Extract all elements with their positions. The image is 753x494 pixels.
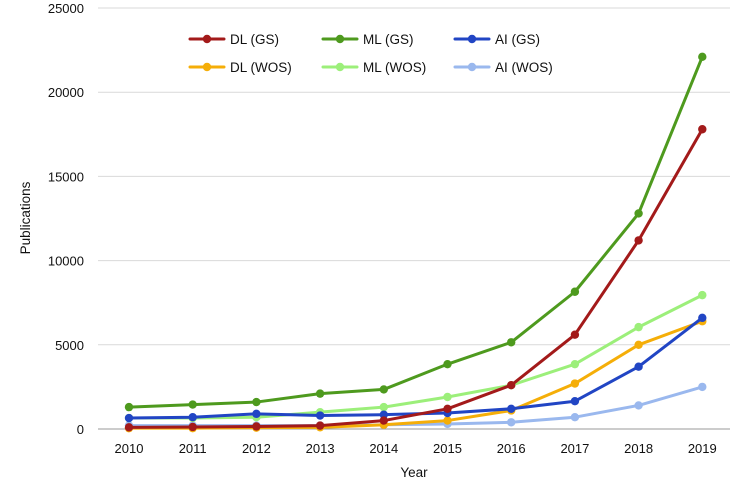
x-tick-label: 2017	[560, 441, 589, 456]
legend-item: AI (GS)	[453, 32, 540, 47]
legend-label: DL (GS)	[230, 32, 279, 47]
data-point	[698, 52, 707, 62]
data-point	[570, 287, 580, 296]
data-point	[634, 340, 643, 349]
x-tick-label: 2013	[306, 441, 335, 456]
x-tick-label: 2015	[433, 441, 462, 456]
x-tick-label: 2010	[115, 441, 144, 456]
series-line	[127, 55, 704, 409]
data-point	[124, 413, 134, 423]
data-point	[507, 404, 516, 413]
x-tick-label: 2012	[242, 441, 271, 456]
series-group	[124, 52, 707, 433]
legend-label: ML (WOS)	[363, 60, 426, 75]
data-point	[379, 410, 388, 419]
data-point	[507, 418, 516, 427]
data-point	[315, 389, 325, 398]
data-point	[124, 423, 134, 432]
data-point	[443, 359, 452, 369]
series-line	[127, 319, 704, 430]
y-tick-label: 5000	[55, 338, 84, 353]
data-point	[634, 322, 643, 332]
data-point	[443, 404, 452, 413]
x-tick-label: 2018	[624, 441, 653, 456]
data-point	[698, 313, 707, 323]
series-line	[127, 127, 704, 429]
x-axis-ticks: 2010 2011 2012 2013 2014 2015 2016 2017 2018 2019	[115, 441, 717, 456]
data-point	[634, 236, 643, 245]
series-dl-gs	[124, 125, 707, 432]
series-line	[127, 385, 704, 428]
x-tick-label: 2014	[369, 441, 398, 456]
gridlines	[98, 7, 730, 430]
y-tick-label: 15000	[48, 169, 84, 184]
data-point	[379, 416, 388, 425]
legend-swatch-marker	[335, 34, 345, 44]
legend-item: ML (GS)	[321, 32, 414, 47]
data-point	[188, 422, 197, 432]
legend-item: DL (WOS)	[188, 60, 292, 75]
data-point	[507, 338, 516, 347]
data-point	[252, 397, 261, 407]
data-point	[570, 359, 580, 369]
data-point	[379, 385, 388, 394]
x-axis-title: Year	[400, 465, 428, 480]
legend-label: AI (WOS)	[495, 60, 553, 75]
legend-swatch-marker	[467, 62, 477, 72]
y-tick-label: 25000	[48, 1, 84, 16]
data-point	[188, 413, 197, 422]
data-point	[698, 290, 707, 300]
legend-label: DL (WOS)	[230, 60, 292, 75]
legend-swatch-marker	[467, 34, 477, 44]
data-point	[315, 411, 325, 420]
data-point	[634, 401, 643, 410]
data-point	[188, 400, 197, 409]
data-point	[252, 422, 261, 431]
x-tick-label: 2016	[497, 441, 526, 456]
data-point	[634, 209, 643, 218]
data-point	[570, 379, 580, 388]
data-point	[698, 382, 707, 392]
legend-swatch-marker	[335, 62, 345, 72]
y-axis-ticks: 0 5000 10000 15000 20000 25000	[48, 1, 84, 437]
data-point	[570, 397, 580, 406]
legend-item: ML (WOS)	[321, 60, 426, 75]
legend-item: DL (GS)	[188, 32, 279, 47]
legend-swatch-marker	[202, 62, 212, 72]
data-point	[315, 421, 325, 430]
data-point	[570, 413, 580, 422]
data-point	[124, 402, 134, 412]
data-point	[443, 392, 452, 402]
y-tick-label: 20000	[48, 85, 84, 100]
legend-item: AI (WOS)	[453, 60, 553, 75]
legend-label: AI (GS)	[495, 32, 540, 47]
data-point	[634, 362, 643, 371]
legend-swatch-marker	[202, 34, 212, 44]
y-axis-title: Publications	[18, 181, 33, 254]
y-tick-label: 10000	[48, 254, 84, 269]
series-ml-gs	[124, 52, 707, 412]
data-point	[507, 381, 516, 390]
legend: DL (GS) ML (GS) AI (GS) DL (WOS) ML (WOS) AI …	[188, 32, 553, 75]
series-ai-gs	[124, 313, 707, 423]
data-point	[570, 330, 580, 339]
data-point	[443, 416, 452, 425]
legend-label: ML (GS)	[363, 32, 414, 47]
series-line	[127, 293, 704, 420]
data-point	[252, 409, 261, 419]
x-tick-label: 2011	[179, 441, 207, 456]
y-tick-label: 0	[77, 422, 84, 437]
x-tick-label: 2019	[688, 441, 717, 456]
data-point	[698, 125, 707, 134]
data-point	[379, 402, 388, 412]
